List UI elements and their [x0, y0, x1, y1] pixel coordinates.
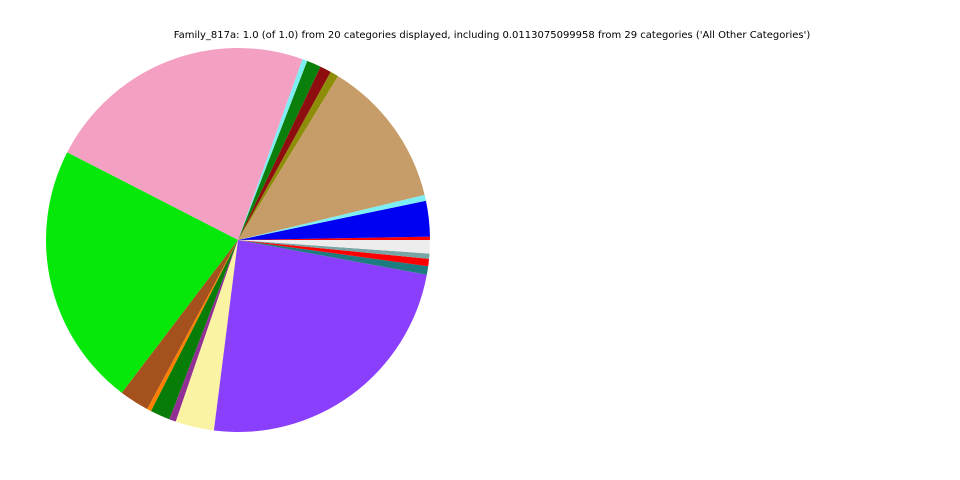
pie-slice — [175, 240, 238, 431]
pie-slice — [213, 240, 427, 432]
pie-slice — [238, 240, 430, 259]
pie-slice — [238, 76, 425, 240]
pie-slice — [238, 59, 308, 240]
pie-slice — [238, 236, 430, 240]
pie-slice — [169, 240, 238, 422]
pie-slice — [238, 66, 331, 240]
pie-slice — [238, 200, 430, 240]
pie-slice — [67, 48, 303, 240]
pie-slice — [46, 152, 238, 393]
pie-slice — [121, 240, 238, 410]
pie-slice — [238, 60, 321, 240]
chart-title: Family_817a: 1.0 (of 1.0) from 20 catego… — [173, 30, 811, 41]
pie-slice-all-other-categories — [238, 240, 430, 254]
pie-chart — [46, 48, 430, 432]
pie-slice — [238, 240, 429, 275]
pie-slice — [238, 194, 426, 240]
pie-slice — [151, 240, 238, 420]
pie-slice — [147, 240, 238, 412]
pie-slice — [238, 71, 338, 240]
pie-slice — [238, 240, 430, 267]
